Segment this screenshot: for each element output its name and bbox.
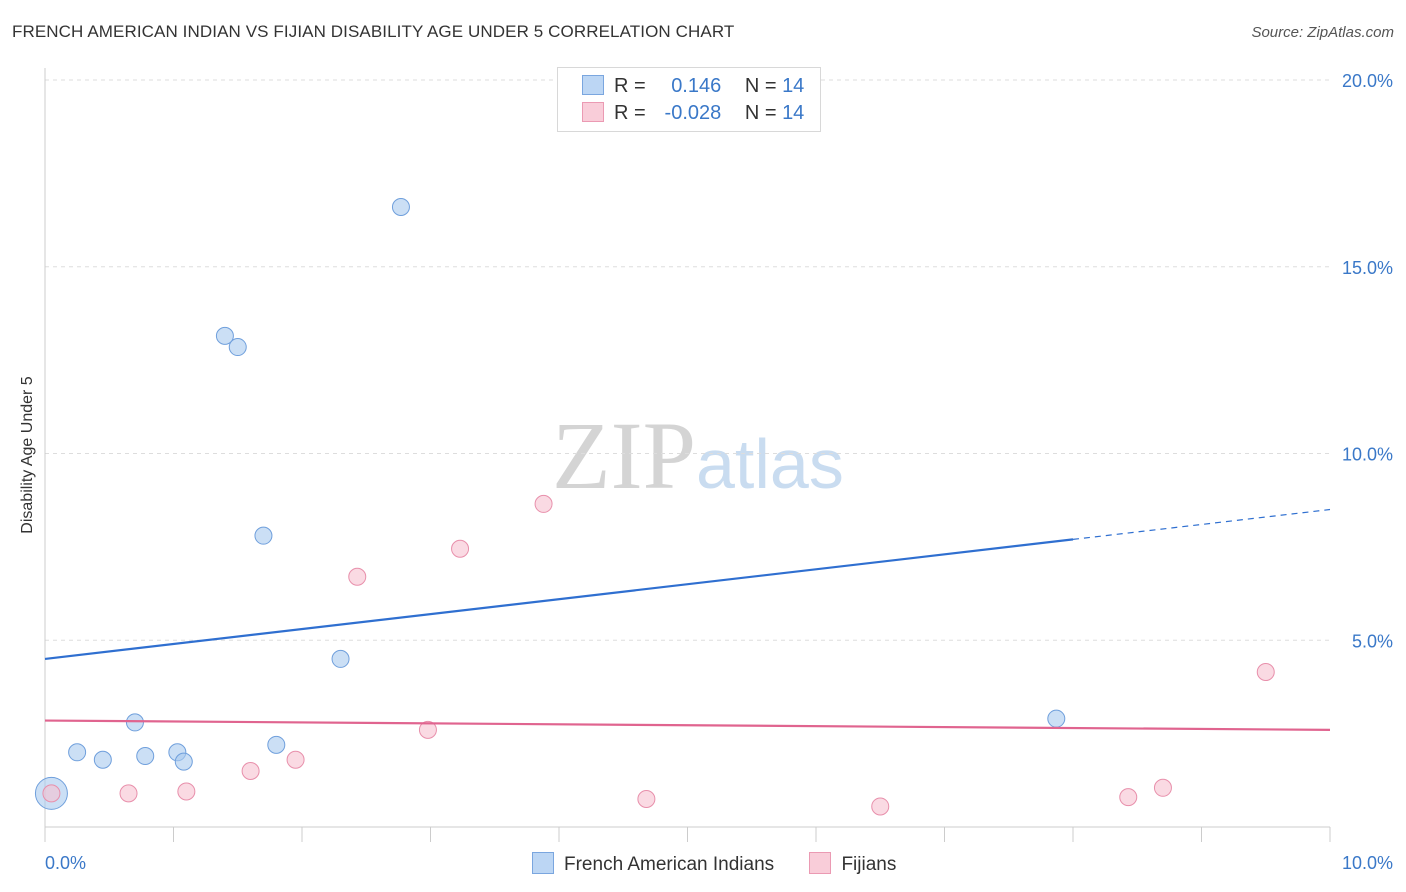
legend-n-value: 14 xyxy=(782,102,805,124)
legend-swatch-blue xyxy=(582,75,604,95)
trend-line-french-american-indians xyxy=(44,538,1074,661)
watermark: ZIPatlas xyxy=(552,400,844,511)
y-tick-label: 10.0% xyxy=(1342,445,1393,465)
legend-swatch-pink xyxy=(582,102,604,122)
legend-r-value: -0.028 xyxy=(664,102,722,124)
data-point-fijians xyxy=(1256,662,1275,681)
data-point-french-american-indians xyxy=(331,649,350,668)
legend-n-label: N = xyxy=(744,102,777,124)
data-point-french-american-indians xyxy=(267,735,286,754)
data-point-french-american-indians xyxy=(215,326,234,345)
trend-line-extension xyxy=(1072,508,1331,541)
legend-row-french-american-indians: R = 0.146 N = 14 xyxy=(582,75,804,101)
data-point-fijians xyxy=(637,789,656,808)
y-tick-label: 15.0% xyxy=(1342,258,1393,278)
data-point-fijians xyxy=(241,761,260,780)
correlation-legend: R = 0.146 N = 14 R = -0.028 N = 14 xyxy=(557,67,821,132)
data-point-french-american-indians xyxy=(93,750,112,769)
y-tick-label: 20.0% xyxy=(1342,71,1393,91)
legend-r-label: R = xyxy=(614,102,646,124)
legend-item-fijians: Fijians xyxy=(809,852,896,876)
legend-r-value: 0.146 xyxy=(671,75,722,97)
data-point-fijians xyxy=(348,567,367,586)
data-point-fijians xyxy=(42,784,61,803)
data-point-french-american-indians xyxy=(68,743,87,762)
legend-series-name: Fijians xyxy=(841,854,897,875)
data-point-fijians xyxy=(1119,788,1138,807)
data-point-french-american-indians xyxy=(228,338,247,357)
legend-row-fijians: R = -0.028 N = 14 xyxy=(582,102,804,128)
data-point-french-american-indians xyxy=(125,713,144,732)
legend-n-label: N = xyxy=(744,75,777,97)
data-point-fijians xyxy=(286,750,305,769)
watermark-zip: ZIP xyxy=(552,402,696,509)
legend-r-label: R = xyxy=(614,75,646,97)
data-point-fijians xyxy=(119,784,138,803)
legend-series-name: French American Indians xyxy=(564,854,775,875)
legend-n-value: 14 xyxy=(782,75,805,97)
data-point-french-american-indians xyxy=(174,752,193,771)
series-legend: French American Indians Fijians xyxy=(532,852,926,876)
data-point-fijians xyxy=(1153,778,1172,797)
data-point-french-american-indians xyxy=(254,526,273,545)
data-point-fijians xyxy=(451,539,470,558)
x-tick-label: 0.0% xyxy=(45,853,86,873)
chart-source: Source: ZipAtlas.com xyxy=(1251,24,1394,41)
x-tick-label: 10.0% xyxy=(1342,853,1393,873)
data-point-french-american-indians xyxy=(1047,709,1066,728)
data-point-french-american-indians xyxy=(391,197,410,216)
data-point-fijians xyxy=(534,494,553,513)
legend-swatch-blue xyxy=(532,852,554,874)
y-tick-label: 5.0% xyxy=(1352,631,1393,651)
data-point-fijians xyxy=(177,782,196,801)
data-point-fijians xyxy=(418,720,437,739)
legend-item-french-american-indians: French American Indians xyxy=(532,852,774,876)
watermark-atlas: atlas xyxy=(696,425,844,503)
data-point-fijians xyxy=(871,797,890,816)
trend-line-fijians xyxy=(44,719,1331,731)
chart-title: FRENCH AMERICAN INDIAN VS FIJIAN DISABIL… xyxy=(12,22,735,41)
data-point-french-american-indians xyxy=(136,747,155,766)
legend-swatch-pink xyxy=(809,852,832,874)
